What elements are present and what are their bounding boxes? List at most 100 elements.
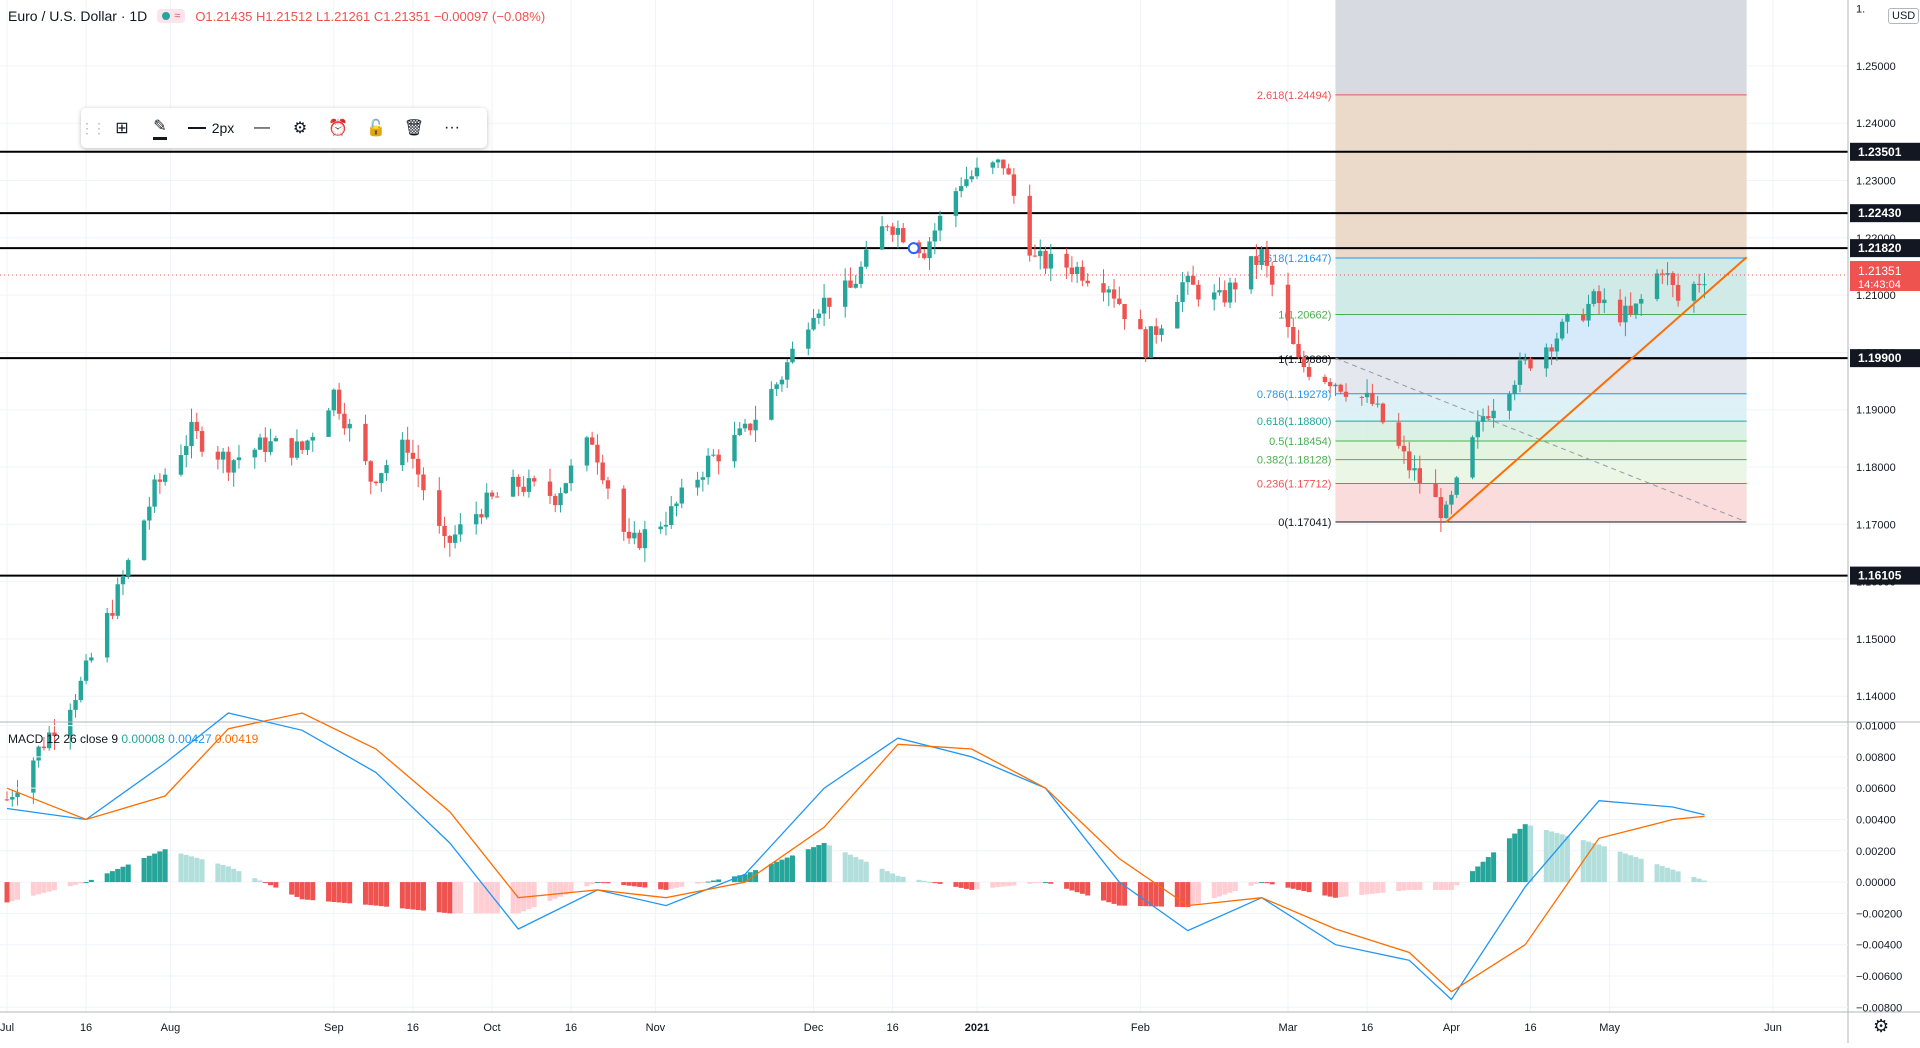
candle-body [711,454,716,456]
level-price-tag-text: 1.21820 [1858,241,1902,255]
macd-histogram-bar [1290,882,1296,889]
macd-histogram-bar [1443,882,1449,890]
candle-body [1675,284,1681,301]
candle-body [1222,290,1227,303]
macd-histogram-bar [1158,882,1164,907]
candle-body [658,526,663,530]
macd-histogram-bar [478,882,484,914]
macd-histogram-bar [1216,882,1222,897]
macd-histogram-bar [231,868,237,883]
macd-histogram-bar [826,845,832,883]
fib-zone [1335,459,1747,484]
macd-histogram-bar [1528,825,1534,883]
line-width-button[interactable]: 2px [179,108,243,148]
macd-histogram-bar [1396,882,1402,892]
lock-icon[interactable]: 🔓 [366,120,386,137]
candle-body [732,434,737,462]
fib-zone [1335,483,1747,522]
price-tick-label: 1.24000 [1856,118,1896,130]
candle-body [679,487,684,504]
macd-histogram-bar [1101,882,1107,901]
settings-icon[interactable]: ⚙ [292,120,308,137]
macd-histogram-bar [921,880,927,883]
macd-histogram-bar [1232,882,1238,892]
macd-histogram-bar [1064,882,1070,889]
candle-body [1691,283,1697,301]
candle-body [995,159,1001,163]
macd-histogram-bar [879,868,885,883]
fib-level-label: 0.618(1.18800) [1257,416,1332,428]
time-tick-label: 16 [1524,1022,1536,1034]
macd-histogram-bar [268,882,274,886]
candle-body [1259,249,1264,265]
macd-histogram-bar [83,882,89,884]
templates-icon[interactable]: ⊞ [115,120,129,137]
candle-body [900,228,906,243]
macd-histogram-bar [600,882,606,884]
macd-histogram-bar [1433,882,1439,890]
drag-handle-icon[interactable]: ⋮⋮ [80,119,106,136]
candle-body [373,481,379,484]
candle-body [326,410,331,437]
macd-histogram-bar [1269,882,1275,885]
symbol-title[interactable]: Euro / U.S. Dollar · 1D [8,8,148,24]
candle-body [157,479,163,482]
macd-tick-label: −0.00200 [1856,908,1902,920]
macd-legend[interactable]: MACD 12 26 close 9 0.00008 0.00427 0.004… [8,732,258,746]
candle-body [220,451,226,460]
time-tick-label: Jul [0,1022,14,1034]
level-price-tag [1850,204,1920,223]
alert-icon[interactable]: ⏰ [328,120,348,137]
market-status-badge[interactable]: ≈ [157,9,186,23]
macd-tick-label: −0.00400 [1856,940,1902,952]
candle-body [595,444,600,463]
macd-histogram-bar [1253,882,1259,884]
candle-body [547,481,553,496]
candle-body [1196,284,1201,300]
candle-body [83,660,89,681]
macd-histogram-bar [1343,882,1349,897]
macd-histogram-bar [331,882,337,902]
candle-body [1370,392,1375,404]
more-icon[interactable]: ··· [444,119,460,136]
macd-histogram-bar [747,872,753,883]
candle-body [848,280,853,288]
candle-body [737,428,742,435]
macd-line [6,712,1705,1001]
macd-histogram-bar [563,882,569,895]
trash-icon[interactable]: 🗑 [403,120,425,137]
pencil-icon[interactable]: ✎ [141,108,179,148]
candle-body [531,478,537,482]
macd-histogram-bar [183,854,189,883]
candle-body [1380,403,1386,423]
candle-body [1138,319,1143,330]
fib-level-label: 0.786(1.19278) [1257,389,1332,401]
currency-badge[interactable]: USD [1888,8,1920,24]
macd-histogram-bar [494,882,500,914]
macd-signal-line [6,712,1705,993]
macd-histogram-bar [362,882,368,905]
macd-histogram-bar [30,882,36,896]
candle-body [252,449,257,458]
macd-histogram-bar [1296,882,1302,890]
candle-body [811,317,816,330]
candle-body [516,476,521,487]
gear-icon[interactable]: ⚙ [1873,1016,1890,1036]
candle-body [600,462,605,481]
candle-body [769,389,774,420]
macd-histogram-bar [1691,876,1697,883]
level-price-tag-text: 1.23501 [1858,145,1902,159]
macd-histogram-bar [1301,882,1307,892]
macd-histogram-bar [1074,882,1080,893]
candle-body [990,162,995,168]
macd-histogram-bar [452,882,458,914]
macd-histogram-bar [969,882,975,890]
macd-histogram-bar [1675,871,1681,883]
line-style-icon[interactable]: ― [254,119,270,136]
candle-body [115,584,120,616]
macd-histogram-bar [737,875,743,883]
candle-body [779,379,785,385]
candle-body [969,176,974,180]
